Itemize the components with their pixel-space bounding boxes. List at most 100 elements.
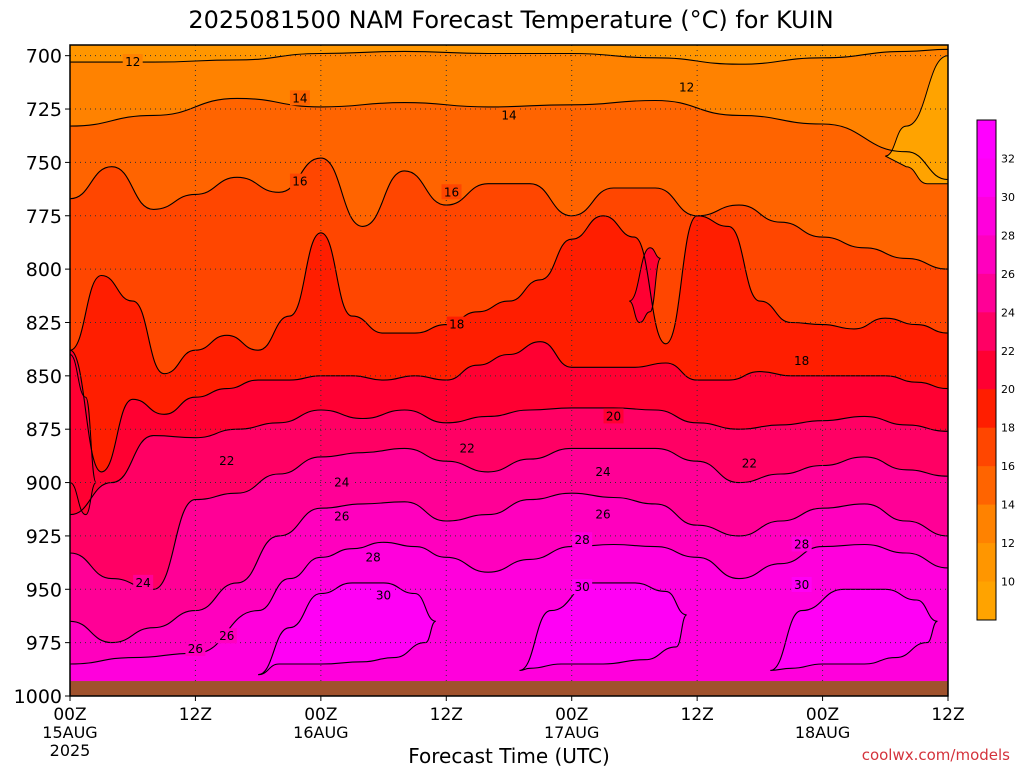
- y-tick-label: 725: [26, 99, 62, 121]
- y-tick-label: 850: [26, 366, 62, 388]
- colorbar-label: 22: [1001, 345, 1015, 358]
- contour-14: [70, 97, 948, 181]
- plot-area: 12 12 14 14 16 16 18 18 20 22 22 22 24 24 24 26 26 26 26 28…: [70, 45, 948, 696]
- colorbar-band-30: [977, 158, 996, 198]
- y-tick-label: 1000: [14, 686, 62, 708]
- contour-label: 14: [501, 108, 516, 122]
- contour-label: 28: [365, 550, 380, 564]
- y-tick-label: 775: [26, 206, 62, 228]
- contour-label-bg: [331, 474, 352, 490]
- contour-label: 28: [575, 533, 590, 547]
- x-tick-date: 17AUG: [544, 723, 599, 742]
- contour-30: [257, 582, 437, 676]
- x-tick-label: 00Z: [806, 705, 839, 725]
- contour-label: 18: [449, 318, 464, 332]
- colorbar-band-18: [977, 389, 996, 429]
- plot-frame: [69, 44, 949, 697]
- contour-label-bg: [441, 184, 462, 200]
- colorbar-band-10: [977, 543, 996, 583]
- x-tick-label: 00Z: [304, 705, 337, 725]
- contour-label: 24: [334, 476, 349, 490]
- colorbar-label: 18: [1001, 422, 1015, 435]
- contour-label-bg: [373, 587, 394, 603]
- colorbar-label: 14: [1001, 499, 1015, 512]
- contour-label-bg: [216, 628, 237, 644]
- colorbar-frame: [976, 119, 997, 621]
- contour-22: [70, 407, 948, 516]
- colorbar-label: 12: [1001, 537, 1015, 550]
- colorbar-band-20: [977, 350, 996, 390]
- credit-text: coolwx.com/models: [862, 746, 1010, 764]
- colorbar-band-32: [977, 120, 996, 159]
- colorbar-band-22: [977, 312, 996, 352]
- colorbar-band-24: [977, 273, 996, 313]
- colorbar-band-26: [977, 235, 996, 275]
- contour-label-bg: [791, 352, 812, 368]
- surface-ground: [70, 681, 948, 696]
- x-axis-label: Forecast Time (UTC): [408, 744, 610, 768]
- region-pocket-20-right: [628, 247, 662, 324]
- band-fill-30: [258, 582, 436, 675]
- x-tick-label: 12Z: [681, 705, 714, 725]
- y-tick-label: 700: [26, 46, 62, 68]
- chart-title: 2025081500 NAM Forecast Temperature (°C)…: [188, 6, 833, 34]
- x-tick-label: 00Z: [53, 705, 86, 725]
- x-tick-label: 12Z: [179, 705, 212, 725]
- y-tick-label: 975: [26, 633, 62, 655]
- contour-label: 16: [292, 175, 307, 189]
- colorbar-label: 16: [1001, 460, 1015, 473]
- contour-label: 22: [219, 454, 234, 468]
- y-tick-label: 875: [26, 419, 62, 441]
- contour-label-bg: [499, 107, 519, 123]
- contour-label: 14: [292, 91, 307, 105]
- colorbar-band-16: [977, 427, 996, 467]
- colorbar-label: 10: [1001, 576, 1015, 589]
- x-tick-label: 00Z: [555, 705, 588, 725]
- contour-label: 26: [595, 508, 610, 522]
- x-tick-label: 12Z: [931, 705, 964, 725]
- contour-label: 30: [575, 580, 590, 594]
- contour-label: 12: [125, 55, 140, 69]
- contour-label-bg: [331, 508, 352, 524]
- contour-label: 20: [606, 409, 621, 423]
- contour-label: 22: [742, 456, 757, 470]
- y-tick-label: 925: [26, 526, 62, 548]
- colorbar-band-14: [977, 466, 996, 506]
- region-pocket-20: [70, 353, 97, 516]
- colorbar-label: 20: [1001, 383, 1015, 396]
- colorbar-band-12: [977, 504, 996, 544]
- contour-26: [70, 492, 948, 644]
- contour-label-bg: [603, 408, 624, 424]
- contour-24: [70, 447, 948, 590]
- y-tick-label: 800: [26, 259, 62, 281]
- contour-28: [70, 541, 948, 665]
- y-tick-label: 900: [26, 473, 62, 495]
- contour-label-bg: [363, 549, 384, 565]
- contour-label-bg: [593, 506, 614, 522]
- contour-label: 12: [679, 81, 694, 95]
- contour-16: [70, 157, 948, 270]
- x-tick-year: 2025: [50, 741, 91, 760]
- contour-12: [70, 48, 948, 65]
- contour-label-bg: [289, 173, 310, 189]
- contour-label-bg: [593, 463, 614, 479]
- contour-label: 30: [376, 589, 391, 603]
- y-tick-label: 950: [26, 579, 62, 601]
- colorbar-band-8: [977, 581, 996, 621]
- contour-label: 26: [188, 642, 203, 656]
- contour-label: 28: [794, 537, 809, 551]
- contour-label-bg: [457, 440, 478, 456]
- contour-label: 26: [334, 510, 349, 524]
- band-fill-30: [519, 582, 687, 671]
- contour-label: 24: [136, 576, 151, 590]
- contour-label-bg: [572, 579, 593, 595]
- contour-label: 30: [794, 578, 809, 592]
- x-tick-date: 18AUG: [795, 723, 850, 742]
- contour-label: 16: [444, 185, 459, 199]
- colorbar-label: 32: [1001, 152, 1015, 165]
- contour-label-bg: [122, 54, 143, 70]
- contour-label-bg: [289, 90, 310, 106]
- colorbar-label: 30: [1001, 191, 1015, 204]
- contour-label: 26: [219, 629, 234, 643]
